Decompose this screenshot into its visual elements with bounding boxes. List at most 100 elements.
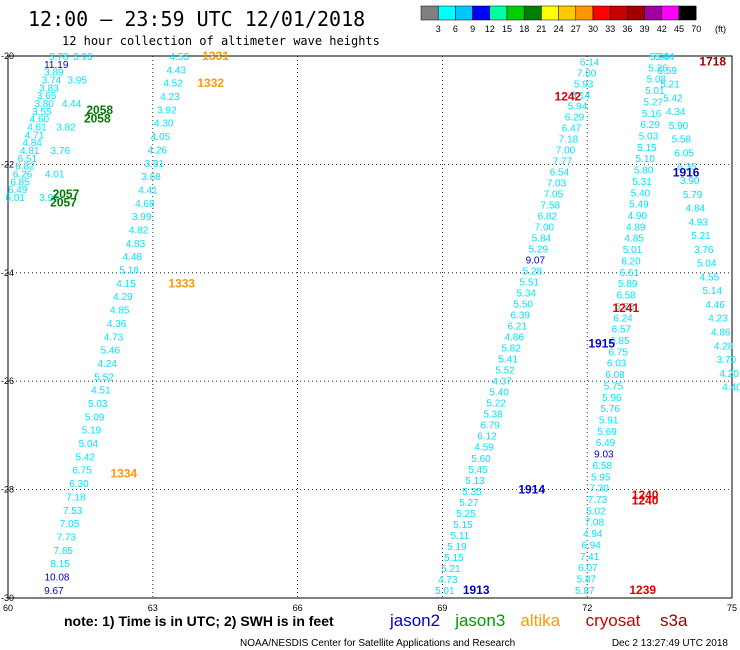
colorbar-tick: 24 xyxy=(554,24,564,34)
swh-value: 4.94 xyxy=(583,529,603,540)
swh-value: 5.15 xyxy=(444,553,464,564)
colorbar-tick: 18 xyxy=(519,24,529,34)
swh-value: 9.67 xyxy=(44,586,64,597)
x-tick-label: 60 xyxy=(3,603,13,613)
swh-value: 6.20 xyxy=(621,256,641,267)
colorbar-swatch xyxy=(541,5,559,21)
swh-value: 6.30 xyxy=(69,479,89,490)
credit: NOAA/NESDIS Center for Satellite Applica… xyxy=(240,638,515,649)
colorbar: 3 6 9 12 15 18 21 24 27 30 33 36 39 42 45 70 xyxy=(420,5,701,34)
swh-value: 6.21 xyxy=(507,322,527,333)
pass-label: 1239 xyxy=(629,583,656,597)
swh-value: 3.70 xyxy=(717,355,737,366)
colorbar-swatch xyxy=(609,5,628,21)
swh-value: 3.94 xyxy=(39,193,59,204)
swh-value: 6.54 xyxy=(550,168,570,179)
swh-value: 6.49 xyxy=(8,185,28,196)
swh-value: 7.18 xyxy=(559,134,579,145)
swh-value: 5.01 xyxy=(623,245,643,256)
pass-label: 2058 xyxy=(84,111,111,125)
swh-value: 6.39 xyxy=(510,311,530,322)
swh-value: 4.51 xyxy=(91,386,111,397)
swh-value: 5.28 xyxy=(523,267,543,278)
swh-value: 6.58 xyxy=(616,291,636,302)
swh-value: 5.29 xyxy=(529,245,549,256)
swh-value: 6.58 xyxy=(593,461,613,472)
swh-value: 5.52 xyxy=(94,372,114,383)
swh-value: 5.19 xyxy=(82,426,102,437)
colorbar-swatch xyxy=(661,5,680,21)
swh-value: 4.59 xyxy=(474,443,494,454)
swh-value: 6.82 xyxy=(538,212,558,223)
colorbar-tick: 45 xyxy=(674,24,684,34)
swh-value: 4.48 xyxy=(123,252,143,263)
swh-value: 10.08 xyxy=(44,573,69,584)
swh-value: 3.95 xyxy=(67,75,87,86)
swh-value: 6.14 xyxy=(571,90,591,101)
colorbar-swatch xyxy=(420,5,439,21)
swh-value: 6.49 xyxy=(596,438,616,449)
swh-value: 5.11 xyxy=(451,531,470,542)
x-tick-label: 66 xyxy=(293,603,303,613)
swh-value: 4.82 xyxy=(129,226,149,237)
swh-value: 4.83 xyxy=(126,239,146,250)
y-tick-label: -22 xyxy=(1,159,14,169)
y-tick-label: -26 xyxy=(1,376,14,386)
swh-value: 5.46 xyxy=(101,346,121,357)
swh-value: 9.07 xyxy=(526,256,546,267)
swh-value: 3.80 xyxy=(34,99,54,110)
swh-value: 6.29 xyxy=(640,120,660,131)
swh-value: 7.00 xyxy=(535,223,555,234)
colorbar-unit: (ft) xyxy=(715,24,726,34)
swh-value: 7.73 xyxy=(588,495,608,506)
swh-value: 5.82 xyxy=(501,344,521,355)
colorbar-swatch xyxy=(575,5,594,21)
swh-value: 7.00 xyxy=(556,145,576,156)
swh-value: 4.34 xyxy=(666,107,686,118)
colorbar-tick: 21 xyxy=(536,24,546,34)
chart-grid xyxy=(7,55,733,599)
swh-value: 5.01 xyxy=(435,586,455,597)
swh-value: 4.01 xyxy=(45,169,65,180)
swh-value: 5.01 xyxy=(645,86,665,97)
swh-value: 5.44 xyxy=(655,52,675,63)
colorbar-tick: 36 xyxy=(622,24,632,34)
swh-value: 5.91 xyxy=(599,415,619,426)
swh-value: 5.15 xyxy=(453,520,473,531)
swh-value: 4.71 xyxy=(25,130,45,141)
swh-value: 5.40 xyxy=(489,388,509,399)
swh-value: 4.23 xyxy=(708,314,728,325)
swh-value: 5.18 xyxy=(119,266,139,277)
pass-label: 1334 xyxy=(110,466,137,480)
x-tick-label: 69 xyxy=(437,603,447,613)
swh-value: 4.73 xyxy=(104,332,124,343)
swh-value: 4.44 xyxy=(62,99,82,110)
swh-value: 5.87 xyxy=(577,575,597,586)
legend-entry-s3a: s3a xyxy=(660,611,688,630)
swh-value: 7.30 xyxy=(589,484,609,495)
swh-value: 6.78 xyxy=(615,302,635,313)
pass-label: 1333 xyxy=(168,277,195,291)
swh-value: 4.53 xyxy=(170,52,190,63)
swh-value: 5.21 xyxy=(691,231,711,242)
swh-value: 4.90 xyxy=(628,211,648,222)
swh-value: 6.07 xyxy=(578,563,598,574)
pass-label: 1916 xyxy=(673,166,700,180)
colorbar-swatch xyxy=(472,5,491,21)
swh-value: 11.19 xyxy=(44,60,69,71)
colorbar-tick: 70 xyxy=(691,24,701,34)
swh-value: 5.94 xyxy=(568,101,588,112)
swh-value: 4.93 xyxy=(688,217,708,228)
swh-value: 6.03 xyxy=(607,359,627,370)
swh-value: 5.79 xyxy=(683,190,703,201)
swh-value: 6.85 xyxy=(10,177,30,188)
swh-value: 6.61 xyxy=(620,268,640,279)
footnote: note: 1) Time is in UTC; 2) SWH is in fe… xyxy=(64,613,334,629)
swh-value: 3.99 xyxy=(132,212,152,223)
colorbar-tick: 42 xyxy=(657,24,667,34)
swh-value: 7.41 xyxy=(580,552,600,563)
colorbar-swatch xyxy=(644,5,663,21)
swh-value: 5.69 xyxy=(597,427,617,438)
legend-entry-altika: altika xyxy=(520,611,560,630)
swh-value: 5.76 xyxy=(601,404,621,415)
